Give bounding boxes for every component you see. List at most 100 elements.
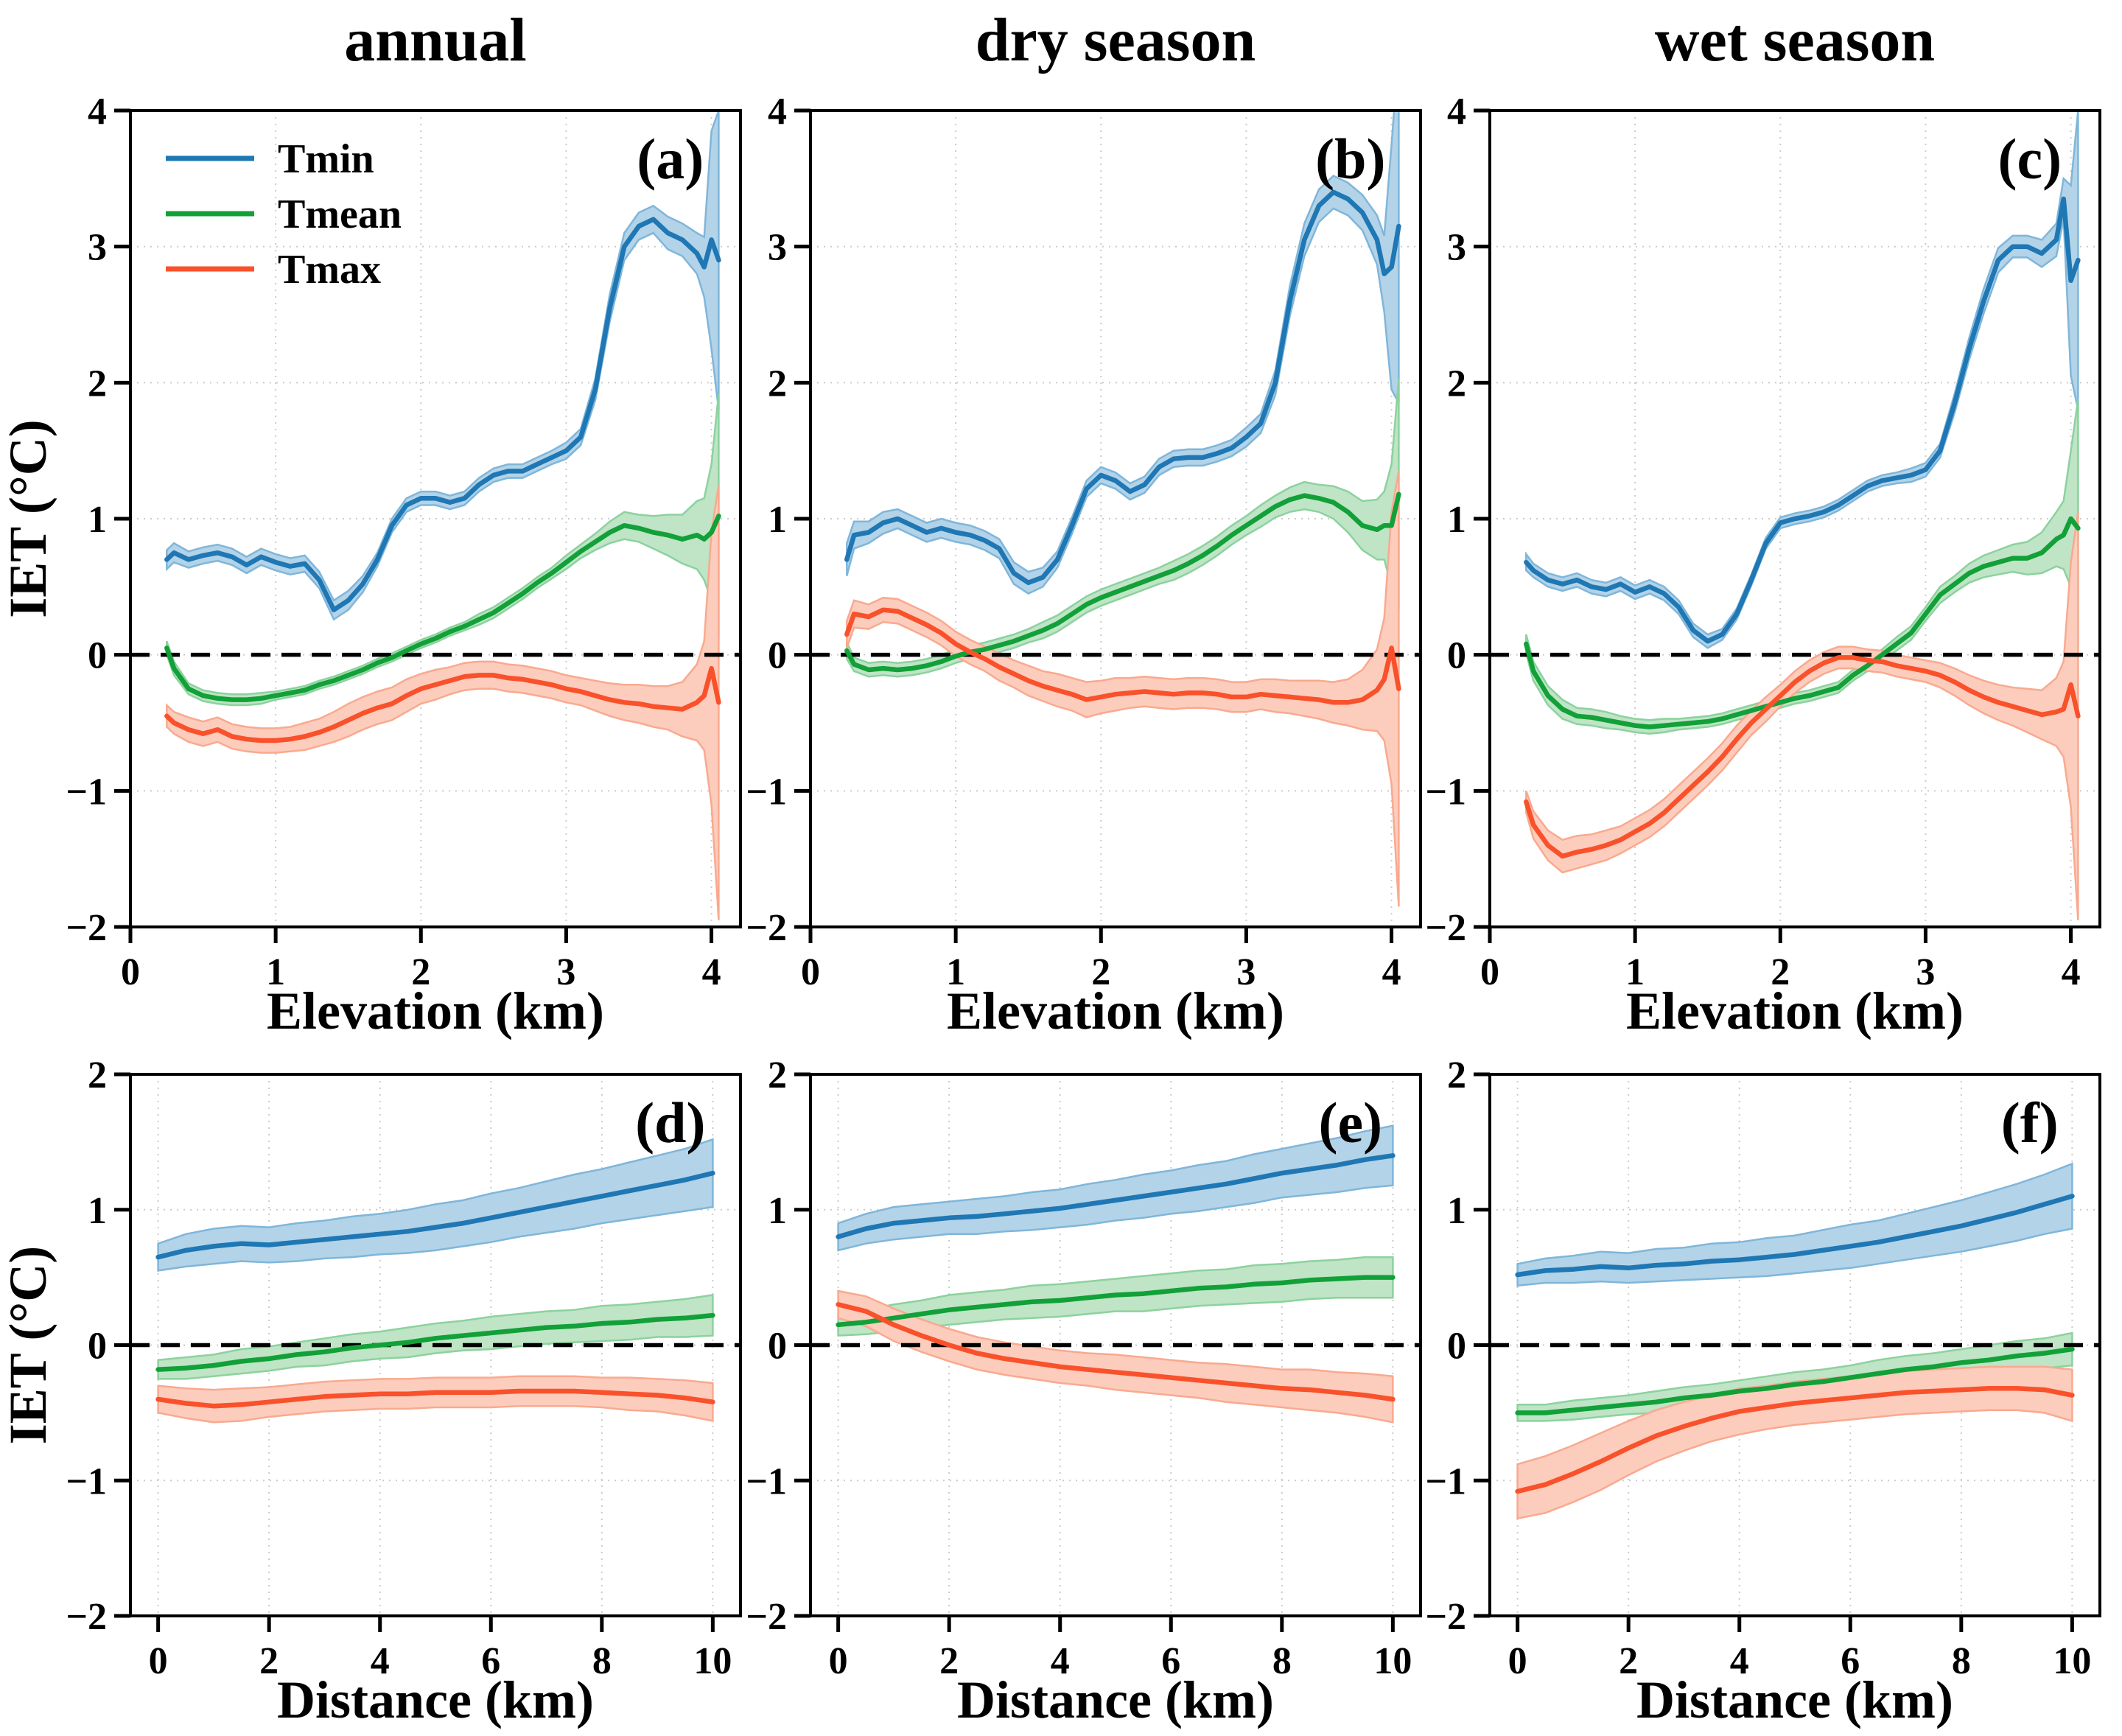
y-tick-label: 0: [768, 1326, 787, 1368]
x-tick-label: 6: [1841, 1640, 1860, 1682]
tmin-band: [837, 1124, 1394, 1252]
x-tick-label: 6: [481, 1640, 500, 1682]
x-tick-label: 6: [1161, 1640, 1180, 1682]
tmin-band: [166, 112, 720, 621]
x-tick-label: 0: [1480, 951, 1499, 993]
panel-letter: (e): [1318, 1091, 1382, 1155]
tmin-line: [1524, 196, 2081, 644]
tmean-line: [1515, 1346, 2075, 1415]
tmean-line: [155, 1312, 715, 1372]
y-tick-label: 0: [768, 635, 787, 677]
x-tick-label: 3: [556, 951, 575, 993]
tmin-line: [155, 1170, 715, 1260]
x-tick-label: 1: [266, 951, 285, 993]
x-tick-label: 1: [1625, 951, 1645, 993]
y-tick-label: −2: [1425, 1596, 1466, 1638]
y-tick-label: 1: [88, 1190, 107, 1232]
x-tick-label: 10: [693, 1640, 732, 1682]
tmean-line: [844, 491, 1401, 673]
y-tick-label: 4: [768, 91, 787, 133]
tmin-line: [844, 189, 1401, 586]
panel-title: annual: [344, 6, 527, 74]
tmax-band: [157, 1375, 714, 1424]
x-tick-label: 4: [1730, 1640, 1749, 1682]
y-tick-label: 2: [768, 1054, 787, 1096]
legend-label-tmax: Tmax: [278, 247, 381, 293]
x-axis-label: Distance (km): [277, 1670, 594, 1729]
x-tick-label: 2: [1091, 951, 1110, 993]
tmax-line: [1524, 655, 2081, 859]
tmin-line: [1515, 1194, 2075, 1278]
y-tick-label: 1: [88, 499, 107, 541]
x-axis-label: Elevation (km): [1626, 981, 1964, 1040]
panel-letter: (b): [1315, 127, 1385, 191]
x-tick-label: 2: [1771, 951, 1790, 993]
y-tick-label: 3: [768, 227, 787, 269]
y-tick-label: 4: [1447, 91, 1466, 133]
x-tick-label: 4: [2062, 951, 2081, 993]
panel-letter: (d): [635, 1091, 705, 1155]
y-tick-label: 0: [1447, 1326, 1466, 1368]
y-tick-label: 0: [88, 1326, 107, 1368]
y-tick-label: 2: [88, 1054, 107, 1096]
x-axis-label: Elevation (km): [947, 981, 1284, 1040]
y-tick-label: −2: [746, 1596, 787, 1638]
tmax-line: [1515, 1386, 2075, 1494]
tmean-line: [164, 514, 721, 702]
y-tick-label: 0: [88, 635, 107, 677]
y-tick-label: −1: [746, 1460, 787, 1502]
x-tick-label: 2: [411, 951, 430, 993]
legend-label-tmean: Tmean: [278, 192, 402, 237]
y-tick-label: 3: [88, 227, 107, 269]
x-tick-label: 0: [801, 951, 820, 993]
x-tick-label: 8: [1952, 1640, 1971, 1682]
y-axis-label: IET (°C): [0, 419, 57, 618]
tmin-band: [157, 1138, 714, 1272]
x-tick-label: 2: [259, 1640, 279, 1682]
tmin-line: [836, 1153, 1396, 1239]
panel-letter: (c): [1997, 127, 2062, 191]
x-tick-label: 8: [1272, 1640, 1292, 1682]
panel-title: wet season: [1655, 6, 1935, 74]
x-tick-label: 1: [946, 951, 965, 993]
y-tick-label: 1: [768, 499, 787, 541]
y-tick-label: 2: [1447, 1054, 1466, 1096]
y-tick-label: 3: [1447, 227, 1466, 269]
panel-c: 0 1 2 3 4 4 3 2 1 0 −1 −2 (c) wet season Elevation (km…: [1425, 6, 2101, 1040]
x-tick-label: 2: [1619, 1640, 1638, 1682]
x-axis-label: Distance (km): [957, 1670, 1274, 1729]
y-tick-label: −1: [66, 771, 107, 813]
y-tick-label: 0: [1447, 635, 1466, 677]
panel-a: 0 1 2 3 4 4 3 2 1 0 −1 −2 (a) annual Elevation (km) IET…: [0, 6, 742, 1040]
tmax-line: [155, 1388, 715, 1409]
x-axis-label: Distance (km): [1636, 1670, 1953, 1729]
y-tick-label: 1: [768, 1190, 787, 1232]
x-tick-label: 4: [371, 1640, 390, 1682]
tmin-line: [164, 217, 721, 612]
tmax-band: [846, 471, 1400, 907]
y-tick-label: −1: [66, 1460, 107, 1502]
panel-letter: (f): [2001, 1091, 2059, 1155]
tmax-line: [844, 607, 1401, 705]
y-tick-label: 2: [88, 363, 107, 405]
y-tick-label: −2: [1425, 907, 1466, 949]
tmean-band: [166, 393, 720, 707]
x-tick-label: 4: [1051, 1640, 1070, 1682]
tmin-band: [1516, 1162, 2073, 1287]
y-tick-label: −1: [1425, 771, 1466, 813]
y-tick-label: 1: [1447, 1190, 1466, 1232]
x-tick-label: 10: [2053, 1640, 2091, 1682]
x-axis-label: Elevation (km): [267, 981, 604, 1040]
legend-label-tmin: Tmin: [278, 136, 374, 182]
x-tick-label: 2: [939, 1640, 959, 1682]
y-tick-label: −2: [746, 907, 787, 949]
y-tick-label: 2: [768, 363, 787, 405]
y-tick-label: 1: [1447, 499, 1466, 541]
x-tick-label: 0: [829, 1640, 848, 1682]
tmax-band: [166, 484, 720, 920]
y-tick-label: 2: [1447, 363, 1466, 405]
y-tick-label: −2: [66, 1596, 107, 1638]
